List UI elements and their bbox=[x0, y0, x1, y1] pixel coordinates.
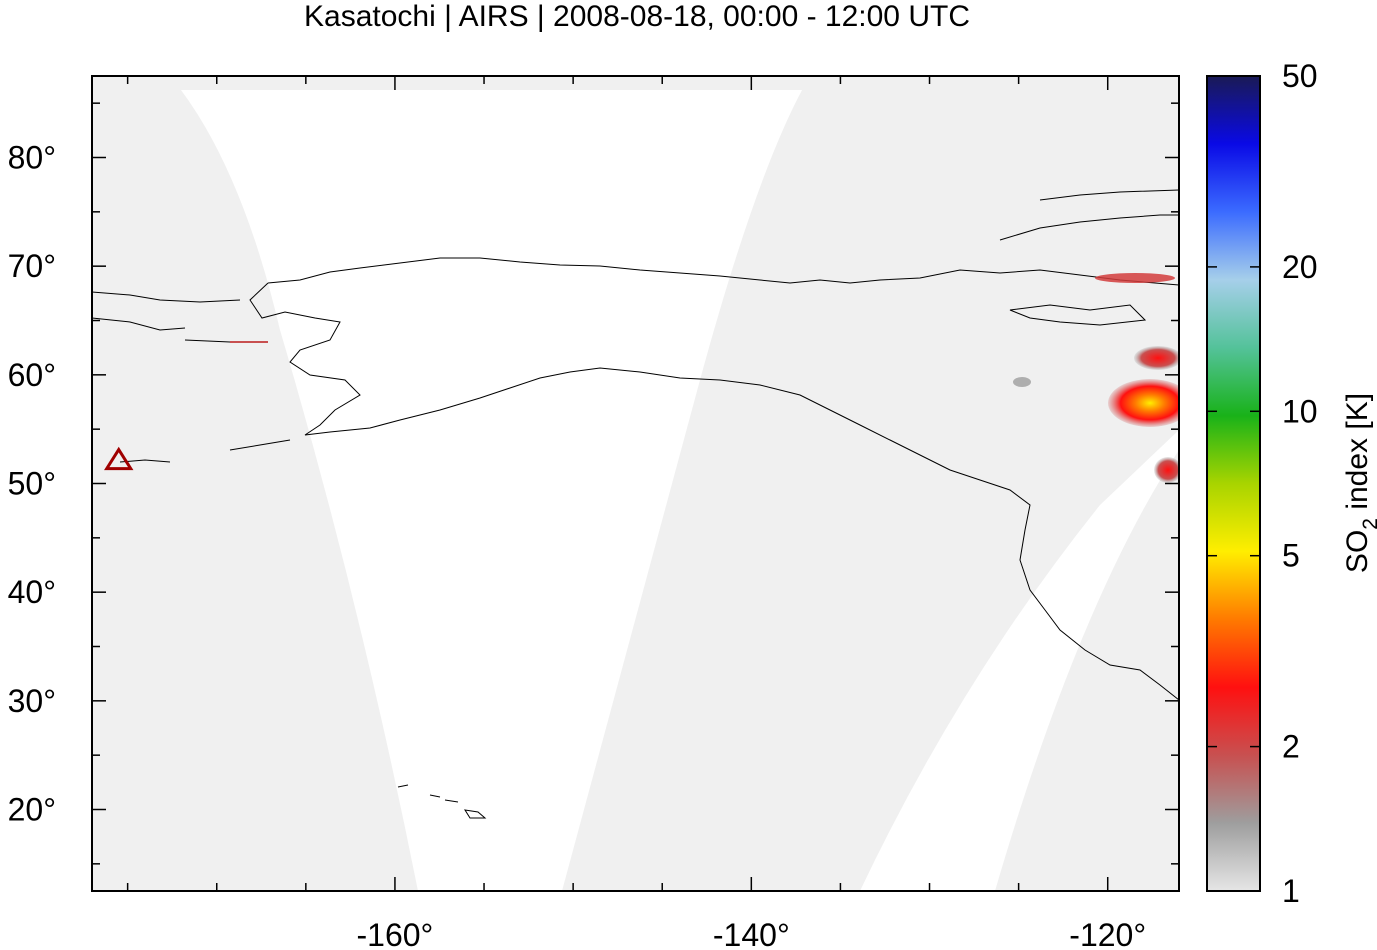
volcano-triangle-icon bbox=[104, 446, 134, 471]
coverage-swaths bbox=[92, 76, 1179, 891]
colorbar-label: SO2 index [K] bbox=[1341, 393, 1377, 573]
colorbar-tick-label: 1 bbox=[1282, 873, 1300, 909]
y-tick-label: 50° bbox=[8, 466, 56, 502]
colorbar-tick-label: 20 bbox=[1282, 249, 1318, 285]
coverage-swath-right bbox=[995, 450, 1179, 891]
so2-plume-arctic bbox=[1095, 273, 1175, 283]
coverage-swath-middle bbox=[562, 76, 1179, 891]
colorbar-tick-label: 5 bbox=[1282, 538, 1300, 574]
so2-plume-main bbox=[1108, 379, 1179, 427]
colorbar-tick-label: 2 bbox=[1282, 729, 1300, 765]
so2-signals bbox=[230, 273, 1179, 483]
so2-plume-north bbox=[1134, 346, 1179, 370]
x-tick-label: -120° bbox=[1069, 917, 1146, 950]
x-axis: -160° -140° -120° bbox=[126, 76, 1146, 950]
colorbar-tick-label: 10 bbox=[1282, 393, 1318, 429]
coastlines bbox=[92, 189, 1179, 819]
x-tick-label: -160° bbox=[357, 917, 434, 950]
y-tick-label: 40° bbox=[8, 574, 56, 610]
coastline-hawaii bbox=[397, 784, 487, 819]
y-tick-label: 70° bbox=[8, 248, 56, 284]
so2-plume-small bbox=[1013, 377, 1031, 387]
y-tick-label: 30° bbox=[8, 683, 56, 719]
colorbar bbox=[1207, 76, 1260, 891]
coastline-arctic-islands bbox=[999, 189, 1179, 326]
coastline-north-alaska bbox=[267, 257, 1179, 286]
colorbar-frame bbox=[1206, 75, 1261, 892]
y-tick-label: 60° bbox=[8, 357, 56, 393]
coverage-top-band bbox=[92, 76, 1179, 90]
so2-plume-south bbox=[1154, 457, 1179, 483]
chart-title: Kasatochi | AIRS | 2008-08-18, 00:00 - 1… bbox=[304, 0, 970, 33]
coastline-west-alaska bbox=[249, 282, 1179, 701]
y-axis: 20° 30° 40° 50° 60° 70° 80° bbox=[8, 102, 1179, 865]
y-tick-label: 80° bbox=[8, 140, 56, 176]
colorbar-ticks: 1 2 5 10 20 50 bbox=[1207, 58, 1318, 909]
colorbar-tick-label: 50 bbox=[1282, 58, 1318, 94]
y-tick-label: 20° bbox=[8, 792, 56, 828]
coastline-aleutians bbox=[119, 439, 291, 463]
x-tick-label: -140° bbox=[713, 917, 790, 950]
coverage-swath-left bbox=[92, 76, 418, 891]
